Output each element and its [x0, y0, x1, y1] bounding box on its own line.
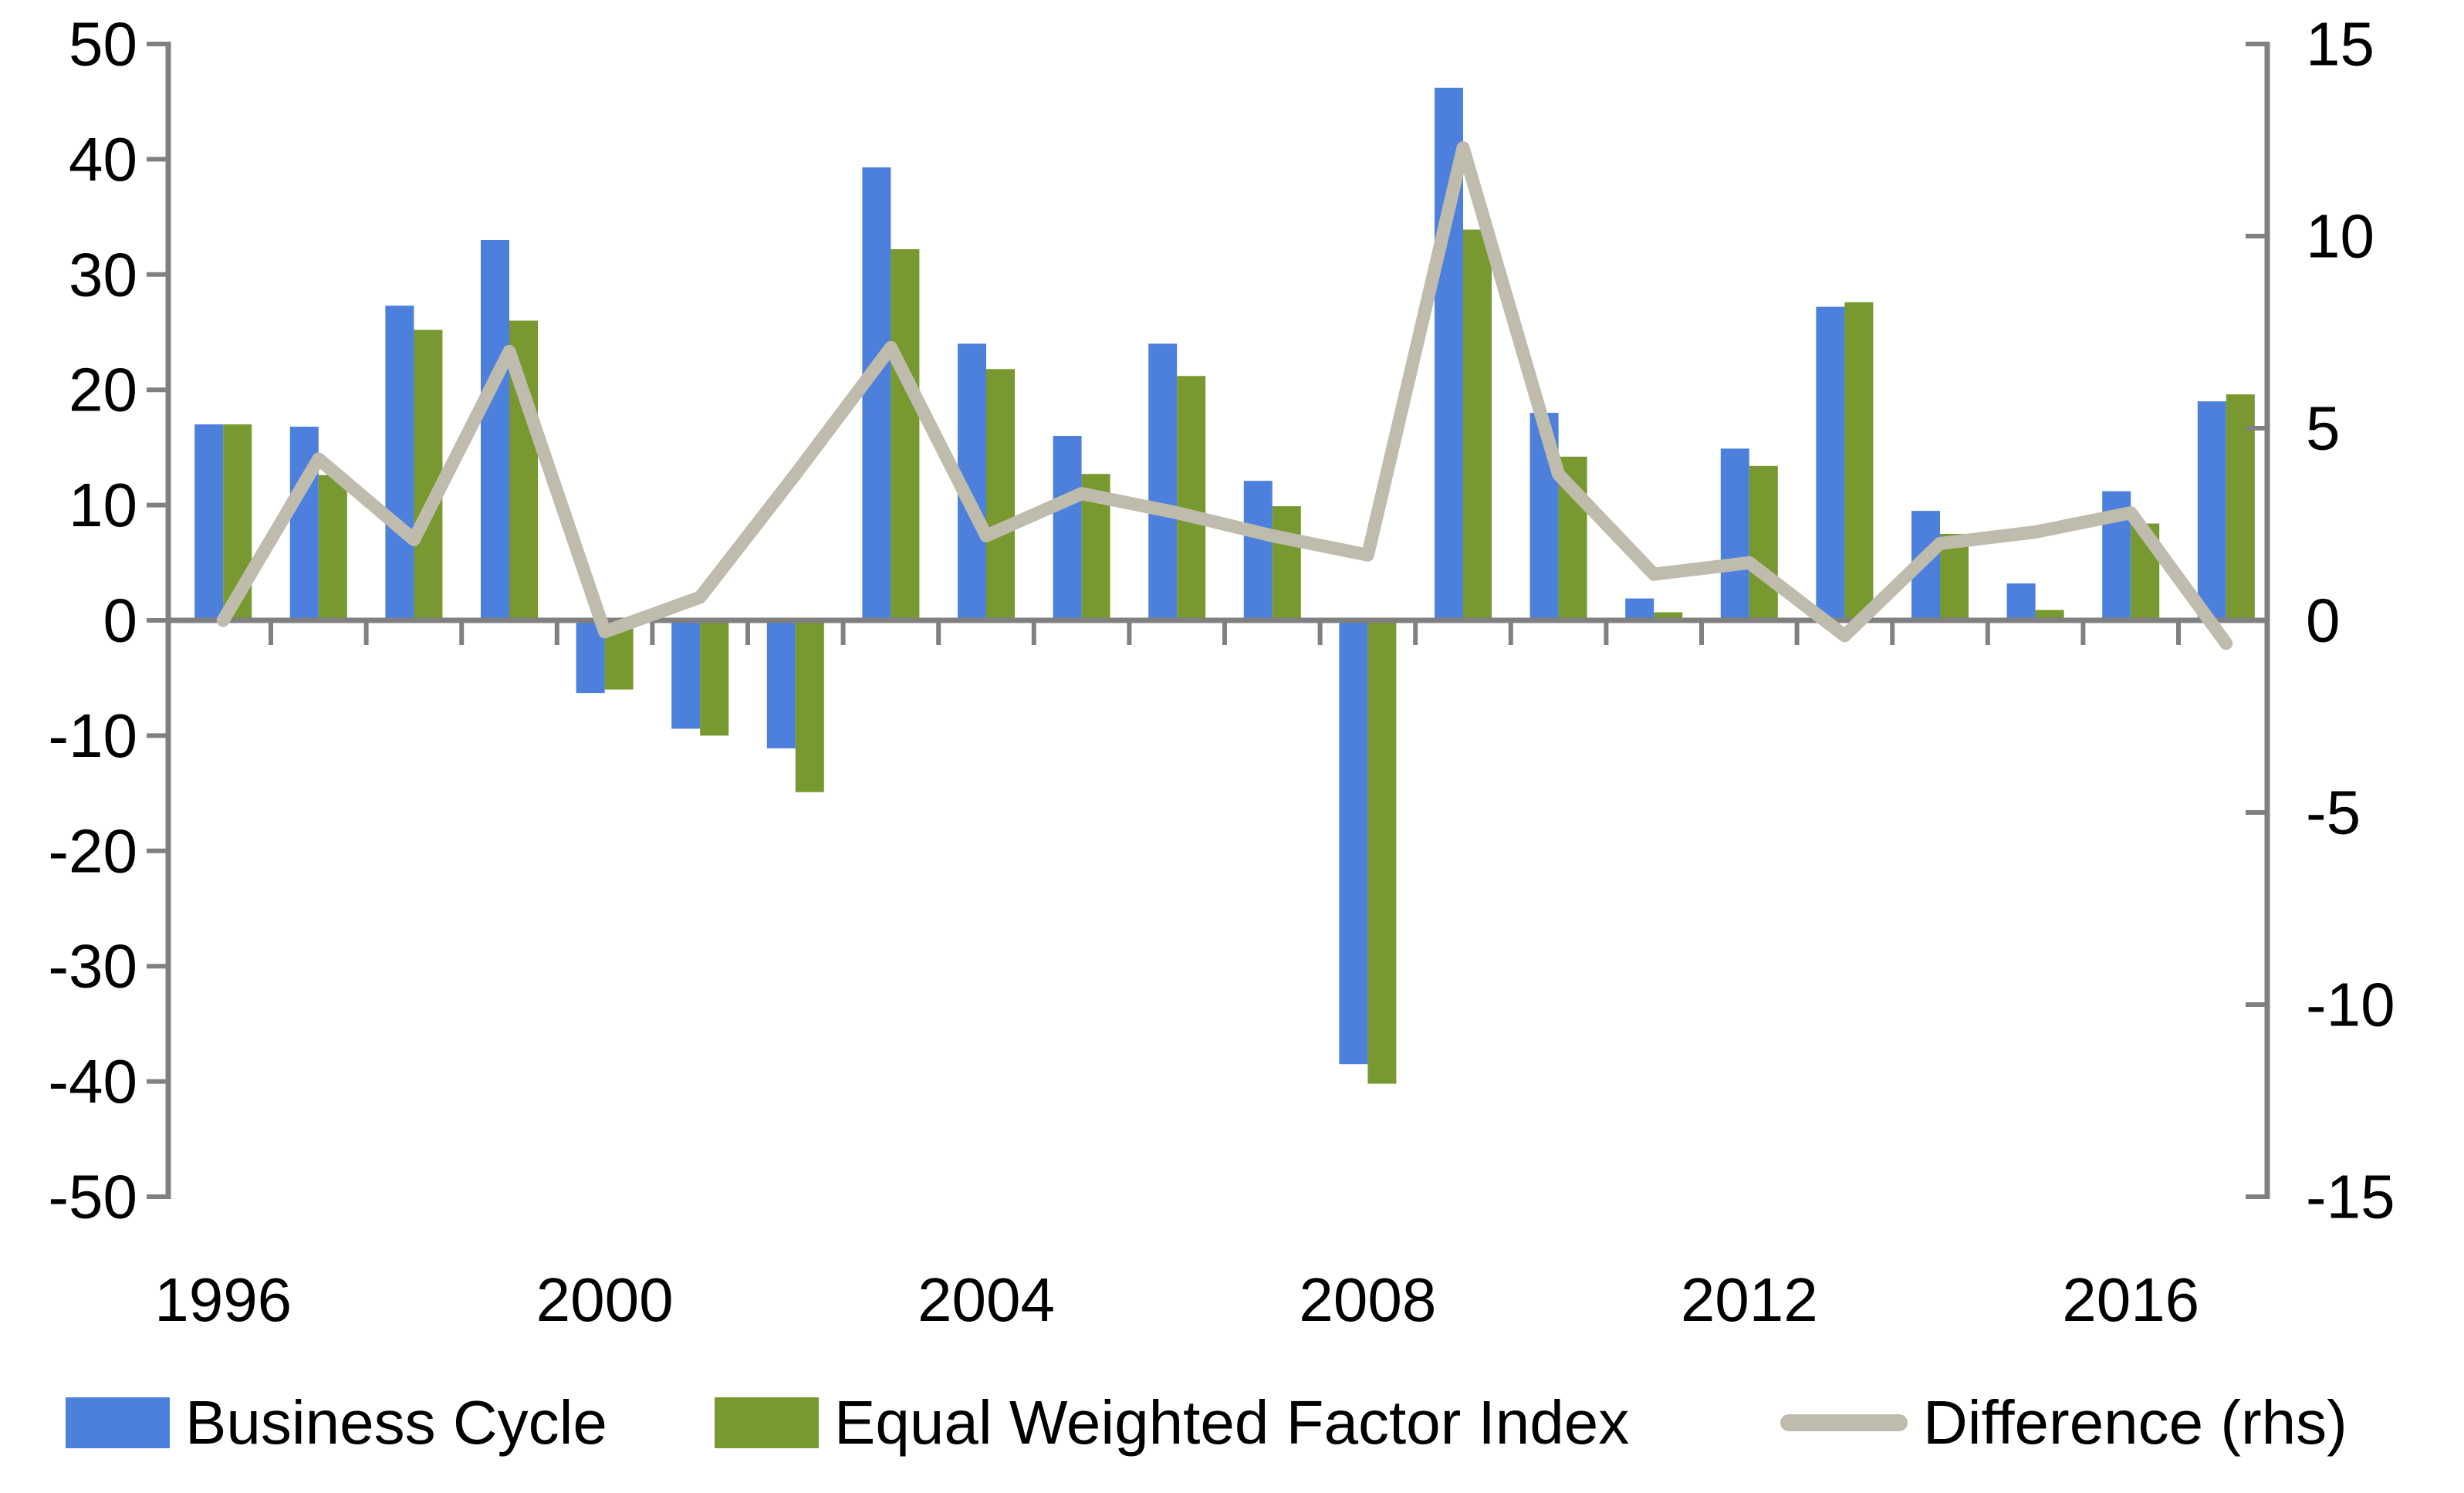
x-axis-year-label: 2012	[1681, 1265, 1818, 1334]
bar-equal-weighted-factor-index-2011	[1654, 612, 1683, 620]
bar-business-cycle-2002	[766, 620, 796, 748]
right-axis-tick-label: 0	[2306, 586, 2341, 655]
left-axis-tick-label: 20	[69, 356, 137, 424]
bar-business-cycle-2011	[1625, 598, 1654, 620]
left-axis-tick-label: 30	[69, 240, 137, 309]
x-axis-year-label: 1996	[154, 1265, 292, 1334]
left-axis-tick-label: 50	[69, 10, 137, 79]
bar-business-cycle-2007	[1243, 481, 1273, 620]
bar-equal-weighted-factor-index-2008	[1367, 620, 1397, 1084]
bar-equal-weighted-factor-index-2007	[1272, 506, 1301, 620]
legend-swatch-equal-weighted-factor-index	[715, 1397, 819, 1448]
bar-business-cycle-2001	[671, 620, 701, 729]
bar-business-cycle-2008	[1339, 620, 1368, 1065]
bar-business-cycle-2003	[862, 167, 891, 620]
left-axis-tick-label: -20	[48, 816, 137, 885]
bar-equal-weighted-factor-index-2004	[986, 369, 1015, 620]
bar-business-cycle-2012	[1720, 448, 1749, 620]
left-axis-tick-label: 10	[69, 471, 137, 539]
bar-business-cycle-1996	[194, 424, 224, 620]
bar-equal-weighted-factor-index-2017	[2226, 394, 2255, 620]
left-axis-tick-label: 40	[69, 125, 137, 194]
bar-equal-weighted-factor-index-2001	[700, 620, 729, 736]
legend-label-difference-rhs: Difference (rhs)	[1923, 1388, 2347, 1457]
legend-item-equal-weighted-factor-index: Equal Weighted Factor Index	[715, 1387, 1629, 1458]
bar-equal-weighted-factor-index-1997	[318, 475, 347, 620]
bar-equal-weighted-factor-index-2003	[891, 248, 920, 620]
left-axis-tick-label: -40	[48, 1047, 137, 1116]
difference-line	[216, 141, 2233, 650]
legend-item-business-cycle: Business Cycle	[66, 1387, 607, 1458]
right-axis-tick-label: 5	[2306, 394, 2341, 463]
bar-business-cycle-2017	[2197, 401, 2226, 620]
legend-swatch-business-cycle	[66, 1397, 170, 1448]
legend-label-equal-weighted-factor-index: Equal Weighted Factor Index	[834, 1388, 1630, 1457]
bar-business-cycle-2015	[2006, 583, 2036, 620]
right-axis-tick-label: -10	[2306, 971, 2395, 1039]
bar-business-cycle-2006	[1148, 343, 1178, 620]
bar-business-cycle-1998	[385, 306, 414, 620]
bar-business-cycle-2013	[1816, 306, 1845, 620]
bar-equal-weighted-factor-index-1998	[414, 329, 443, 620]
bar-equal-weighted-factor-index-2002	[795, 620, 824, 792]
right-axis-tick-label: 10	[2306, 202, 2374, 271]
bar-business-cycle-2005	[1053, 435, 1082, 620]
x-axis-year-label: 2016	[2062, 1265, 2199, 1334]
legend-swatch-difference-line	[1780, 1414, 1908, 1431]
legend-label-business-cycle: Business Cycle	[185, 1388, 607, 1457]
right-axis-tick-label: -15	[2306, 1163, 2395, 1231]
bar-equal-weighted-factor-index-2012	[1749, 465, 1778, 620]
x-axis-year-label: 2004	[918, 1265, 1055, 1334]
right-axis-tick-label: 15	[2306, 10, 2374, 79]
bar-equal-weighted-factor-index-2009	[1463, 229, 1492, 620]
left-axis-tick-label: -50	[48, 1163, 137, 1231]
right-axis-tick-label: -5	[2306, 779, 2361, 847]
left-axis-tick-label: -30	[48, 932, 137, 1001]
x-axis-year-label: 2008	[1299, 1265, 1436, 1334]
left-axis-tick-label: 0	[103, 586, 138, 655]
x-axis-year-label: 2000	[536, 1265, 674, 1334]
bar-equal-weighted-factor-index-2013	[1844, 302, 1874, 620]
bar-equal-weighted-factor-index-2006	[1177, 376, 1206, 620]
left-axis-tick-label: -10	[48, 701, 137, 770]
bar-business-cycle-1999	[481, 239, 509, 620]
legend-item-difference-rhs: Difference (rhs)	[1780, 1387, 2347, 1458]
